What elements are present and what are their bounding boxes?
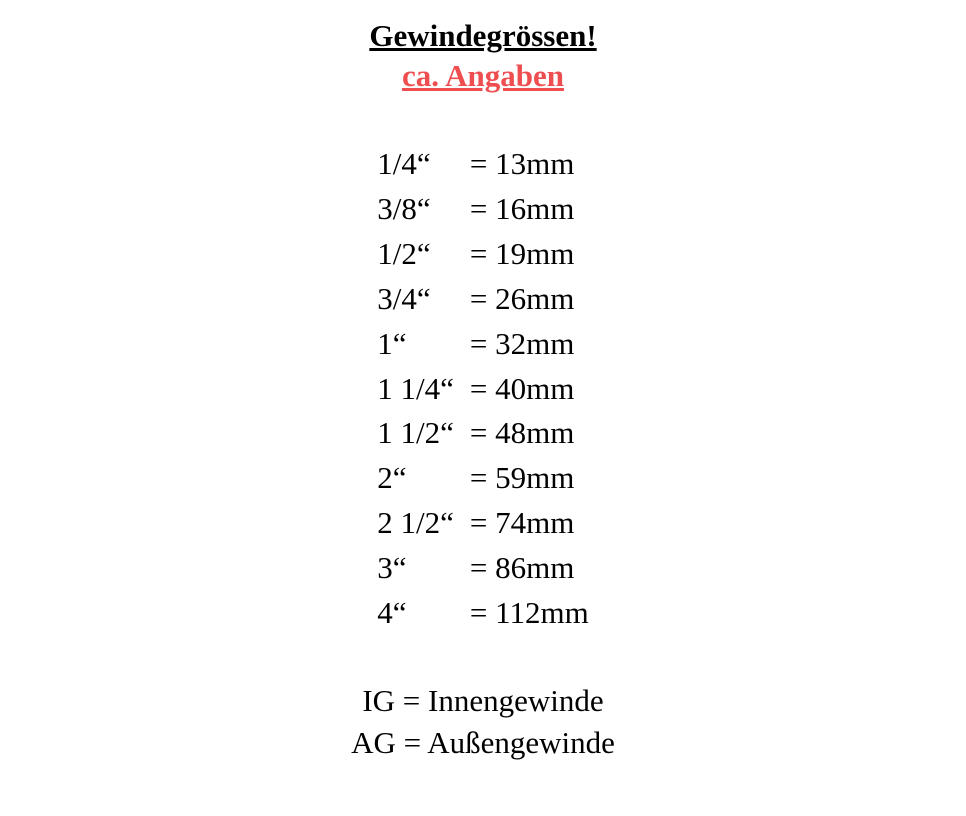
inch-cell: 3/4“ (377, 277, 462, 322)
table-row: 3/4“ = 26mm (377, 277, 588, 322)
page-title: Gewindegrössen! (369, 18, 596, 54)
table-row: 2“ = 59mm (377, 456, 588, 501)
mm-cell: = 40mm (462, 367, 589, 412)
table-row: 1/4“ = 13mm (377, 142, 588, 187)
thread-size-table: 1/4“ = 13mm 3/8“ = 16mm 1/2“ = 19mm 3/4“… (377, 142, 588, 636)
table-row: 1 1/4“ = 40mm (377, 367, 588, 412)
legend: IG = Innengewinde AG = Außengewinde (351, 680, 615, 764)
table-row: 4“ = 112mm (377, 591, 588, 636)
mm-cell: = 19mm (462, 232, 589, 277)
mm-cell: = 74mm (462, 501, 589, 546)
mm-cell: = 86mm (462, 546, 589, 591)
inch-cell: 3/8“ (377, 187, 462, 232)
inch-cell: 1 1/2“ (377, 411, 462, 456)
inch-cell: 1 1/4“ (377, 367, 462, 412)
inch-cell: 1“ (377, 322, 462, 367)
table-row: 3“ = 86mm (377, 546, 588, 591)
mm-cell: = 32mm (462, 322, 589, 367)
mm-cell: = 26mm (462, 277, 589, 322)
inch-cell: 2 1/2“ (377, 501, 462, 546)
inch-cell: 1/4“ (377, 142, 462, 187)
mm-cell: = 48mm (462, 411, 589, 456)
mm-cell: = 59mm (462, 456, 589, 501)
table-row: 3/8“ = 16mm (377, 187, 588, 232)
inch-cell: 4“ (377, 591, 462, 636)
legend-outer-thread: AG = Außengewinde (351, 722, 615, 764)
table-row: 2 1/2“ = 74mm (377, 501, 588, 546)
page-subtitle: ca. Angaben (402, 58, 564, 94)
table-row: 1/2“ = 19mm (377, 232, 588, 277)
inch-cell: 3“ (377, 546, 462, 591)
mm-cell: = 16mm (462, 187, 589, 232)
table-row: 1 1/2“ = 48mm (377, 411, 588, 456)
mm-cell: = 112mm (462, 591, 589, 636)
mm-cell: = 13mm (462, 142, 589, 187)
table-row: 1“ = 32mm (377, 322, 588, 367)
inch-cell: 1/2“ (377, 232, 462, 277)
legend-inner-thread: IG = Innengewinde (362, 680, 603, 722)
inch-cell: 2“ (377, 456, 462, 501)
